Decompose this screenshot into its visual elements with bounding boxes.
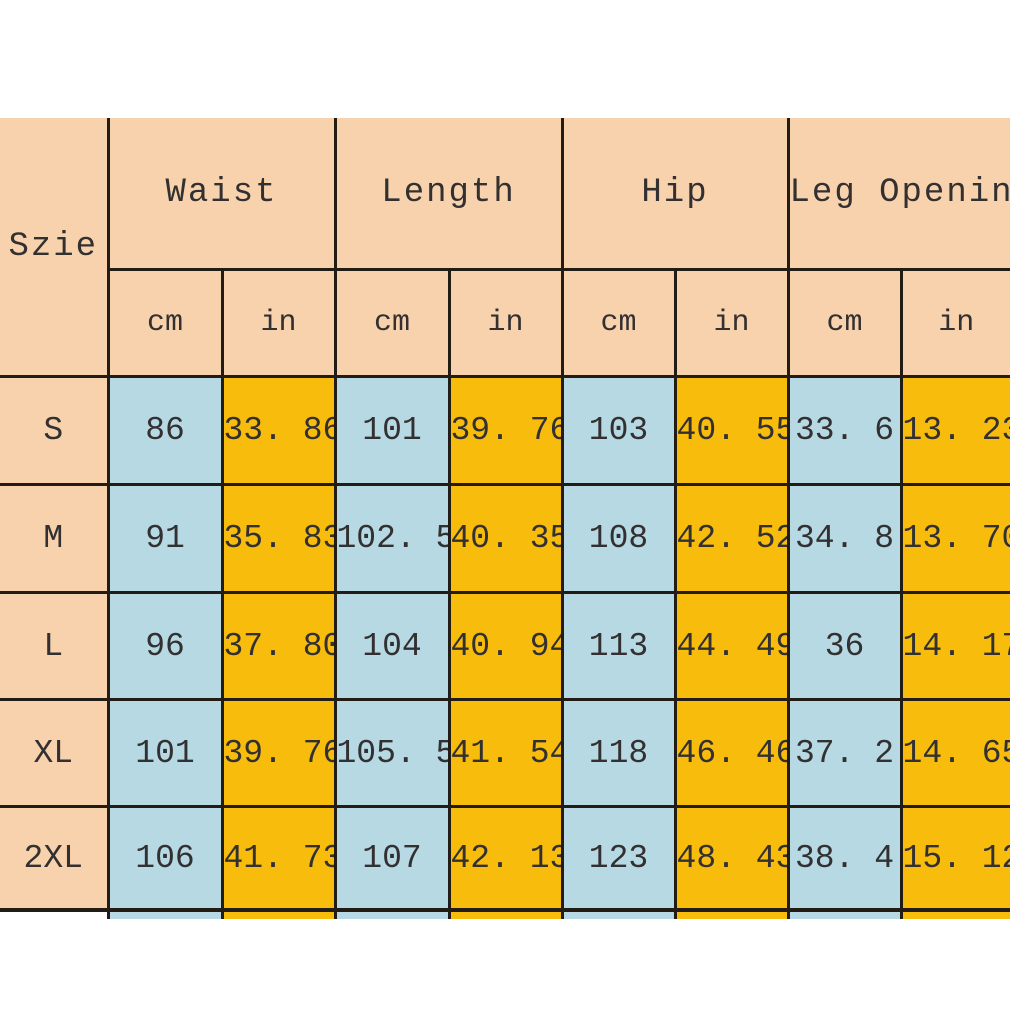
table-row-s: S 86 33. 86 101 39. 76 103 40. 55 33. 6 … [0, 375, 1010, 486]
unit-header-length-cm: cm [333, 268, 451, 378]
value-cell: 38. 4 [786, 805, 903, 912]
cut-off-cell [673, 908, 790, 919]
value-cell: 41. 73 [220, 805, 337, 912]
size-cell: XL [0, 698, 110, 808]
value-cell: 96 [106, 591, 224, 701]
cut-off-cell [786, 908, 903, 919]
value-cell: 35. 83 [220, 483, 337, 594]
size-cell: S [0, 375, 110, 486]
table-row-2xl: 2XL 106 41. 73 107 42. 13 123 48. 43 38.… [0, 805, 1010, 912]
value-cell: 13. 70 [899, 483, 1010, 594]
cut-off-cell [560, 908, 677, 919]
cut-off-partial-row [0, 908, 1010, 919]
value-cell: 37. 80 [220, 591, 337, 701]
size-cell: 2XL [0, 805, 110, 912]
cut-off-cell [0, 908, 110, 919]
value-cell: 39. 76 [447, 375, 564, 486]
size-chart-table: Szie Waist Length Hip Leg Opening cm in … [0, 118, 1010, 919]
unit-header-leg-cm: cm [786, 268, 903, 378]
value-cell: 101 [333, 375, 451, 486]
header-group-hip: Hip [560, 118, 790, 271]
unit-header-leg-in: in [899, 268, 1010, 378]
value-cell: 40. 35 [447, 483, 564, 594]
value-cell: 102. 5 [333, 483, 451, 594]
value-cell: 123 [560, 805, 677, 912]
value-cell: 14. 17 [899, 591, 1010, 701]
cut-off-cell [333, 908, 451, 919]
unit-header-waist-in: in [220, 268, 337, 378]
value-cell: 91 [106, 483, 224, 594]
value-cell: 48. 43 [673, 805, 790, 912]
header-group-length: Length [333, 118, 564, 271]
value-cell: 44. 49 [673, 591, 790, 701]
value-cell: 101 [106, 698, 224, 808]
value-cell: 40. 55 [673, 375, 790, 486]
unit-header-waist-cm: cm [108, 268, 224, 378]
cut-off-cell [447, 908, 564, 919]
value-cell: 33. 6 [786, 375, 903, 486]
value-cell: 13. 23 [899, 375, 1010, 486]
value-cell: 15. 12 [899, 805, 1010, 912]
value-cell: 113 [560, 591, 677, 701]
value-cell: 104 [333, 591, 451, 701]
cut-off-cell [899, 908, 1010, 919]
unit-header-length-in: in [447, 268, 564, 378]
value-cell: 42. 13 [447, 805, 564, 912]
value-cell: 107 [333, 805, 451, 912]
value-cell: 46. 46 [673, 698, 790, 808]
value-cell: 14. 65 [899, 698, 1010, 808]
value-cell: 41. 54 [447, 698, 564, 808]
table-row-m: M 91 35. 83 102. 5 40. 35 108 42. 52 34.… [0, 483, 1010, 594]
value-cell: 103 [560, 375, 677, 486]
value-cell: 36 [786, 591, 903, 701]
value-cell: 40. 94 [447, 591, 564, 701]
value-cell: 33. 86 [220, 375, 337, 486]
header-size-label: Szie [0, 118, 110, 378]
cut-off-cell [106, 908, 224, 919]
value-cell: 118 [560, 698, 677, 808]
value-cell: 34. 8 [786, 483, 903, 594]
cut-off-cell [220, 908, 337, 919]
value-cell: 39. 76 [220, 698, 337, 808]
unit-header-hip-in: in [673, 268, 790, 378]
table-row-xl: XL 101 39. 76 105. 5 41. 54 118 46. 46 3… [0, 698, 1010, 808]
unit-header-hip-cm: cm [560, 268, 677, 378]
size-cell: L [0, 591, 110, 701]
value-cell: 105. 5 [333, 698, 451, 808]
value-cell: 106 [106, 805, 224, 912]
table-row-l: L 96 37. 80 104 40. 94 113 44. 49 36 14.… [0, 591, 1010, 701]
value-cell: 108 [560, 483, 677, 594]
header-group-waist: Waist [106, 118, 337, 271]
value-cell: 37. 2 [786, 698, 903, 808]
header-group-leg-opening: Leg Opening [786, 118, 1010, 271]
value-cell: 86 [106, 375, 224, 486]
size-cell: M [0, 483, 110, 594]
value-cell: 42. 52 [673, 483, 790, 594]
